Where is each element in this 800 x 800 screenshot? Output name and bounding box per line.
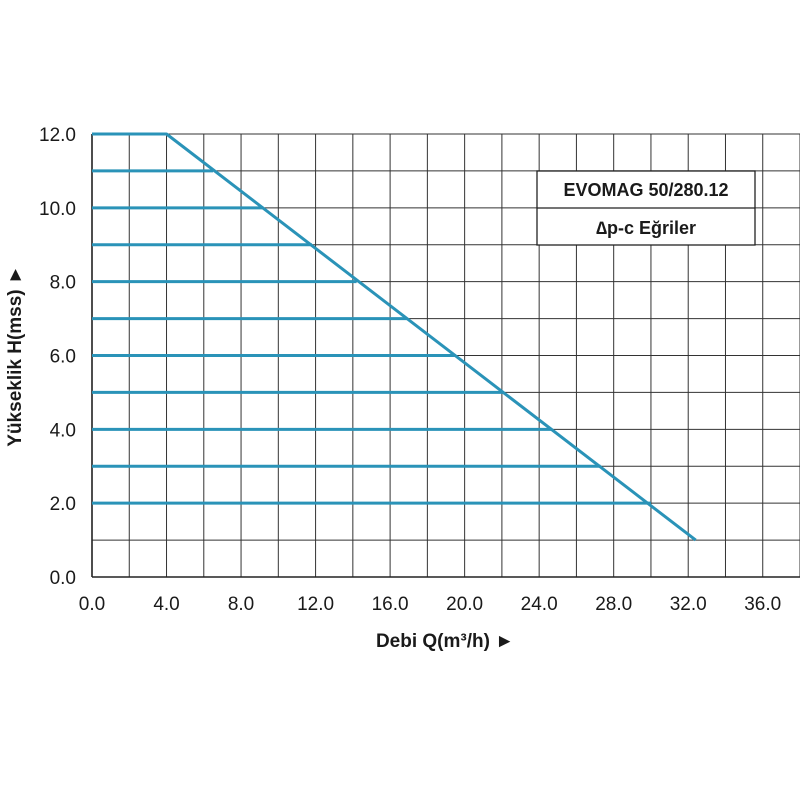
x-tick-label: 36.0 xyxy=(744,594,781,615)
x-tick-label: 12.0 xyxy=(297,594,334,615)
tick-labels: 0.0 4.0 8.0 12.0 16.0 20.0 24.0 28.0 32.0 36.0 0.0… xyxy=(39,125,781,615)
y-tick-label: 4.0 xyxy=(50,420,76,441)
y-tick-label: 0.0 xyxy=(50,568,76,589)
x-tick-label: 24.0 xyxy=(521,594,558,615)
max-curve-line xyxy=(92,132,697,542)
x-tick-label: 4.0 xyxy=(153,594,179,615)
x-tick-label: 8.0 xyxy=(228,594,254,615)
y-axis-title: Yükseklik H(mss) ► xyxy=(5,265,26,446)
y-tick-label: 12.0 xyxy=(39,125,76,146)
x-tick-label: 32.0 xyxy=(670,594,707,615)
y-tick-label: 6.0 xyxy=(50,347,76,368)
legend-box: EVOMAG 50/280.12 ∆p-c Eğriler xyxy=(536,170,756,246)
x-tick-label: 16.0 xyxy=(372,594,409,615)
y-tick-label: 10.0 xyxy=(39,199,76,220)
x-tick-label: 28.0 xyxy=(595,594,632,615)
chart-title: EVOMAG 50/280.12 xyxy=(563,180,728,200)
chart-subtitle: ∆p-c Eğriler xyxy=(596,218,696,238)
x-axis-title: Debi Q(m³/h) ► xyxy=(376,631,514,652)
x-tick-label: 0.0 xyxy=(79,594,105,615)
series xyxy=(92,132,697,542)
y-tick-label: 8.0 xyxy=(50,273,76,294)
x-tick-label: 20.0 xyxy=(446,594,483,615)
y-tick-label: 2.0 xyxy=(50,494,76,515)
